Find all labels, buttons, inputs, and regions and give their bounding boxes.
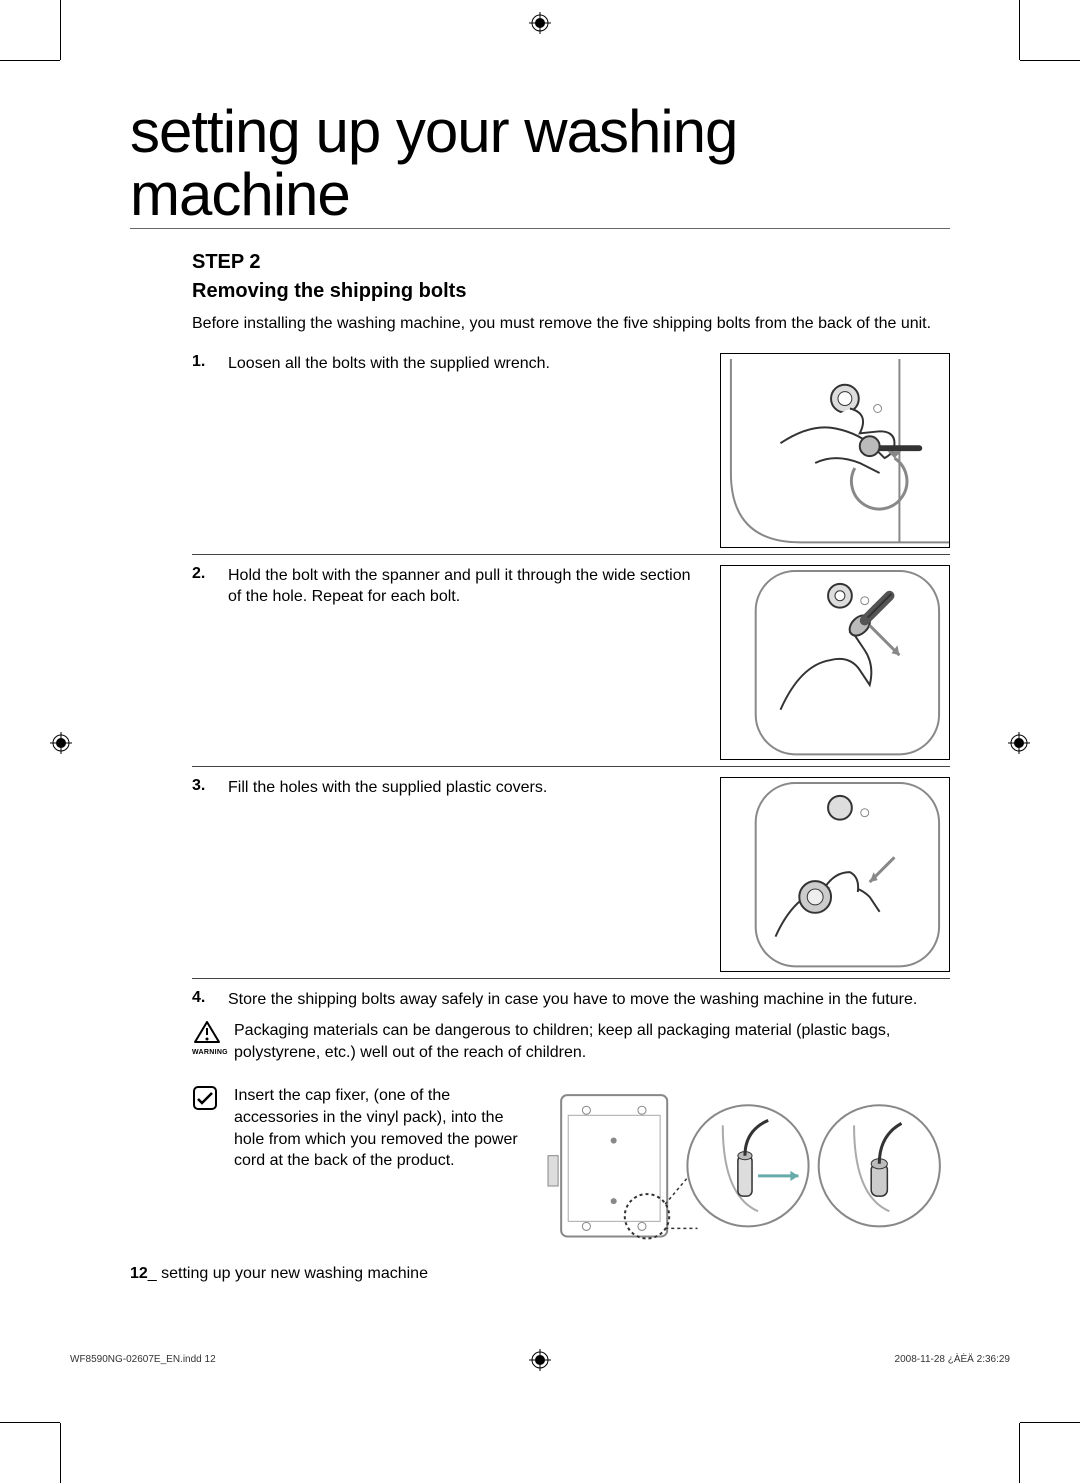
crop-mark — [1020, 1422, 1080, 1423]
crop-mark — [1020, 60, 1080, 61]
step-row: 1. Loosen all the bolts with the supplie… — [192, 353, 950, 548]
title-line: machine — [130, 161, 350, 228]
step-row: 4. Store the shipping bolts away safely … — [192, 978, 950, 1011]
step-number: 2. — [192, 565, 214, 583]
registration-mark-icon — [529, 12, 551, 34]
crop-mark — [60, 0, 61, 60]
crop-mark — [1019, 1423, 1020, 1483]
illustration-fill-covers — [720, 777, 950, 972]
tip-text: Insert the cap fixer, (one of the access… — [234, 1085, 534, 1171]
warning-row: WARNING Packaging materials can be dange… — [192, 1020, 950, 1063]
step-number: 3. — [192, 777, 214, 795]
imprint-date: 2008-11-28 ¿ÀÈÄ 2:36:29 — [895, 1354, 1010, 1365]
footer-text: _ setting up your new washing machine — [148, 1265, 428, 1282]
warning-label: WARNING — [192, 1049, 222, 1056]
crop-mark — [0, 1422, 60, 1423]
step-text: Fill the holes with the supplied plastic… — [228, 777, 706, 799]
registration-mark-icon — [50, 732, 72, 754]
page-footer: 12_ setting up your new washing machine — [130, 1265, 428, 1283]
imprint-file: WF8590NG-02607E_EN.indd 12 — [70, 1354, 216, 1365]
illustration-pull-bolt — [720, 565, 950, 760]
crop-mark — [1019, 0, 1020, 60]
step-number: 4. — [192, 989, 214, 1007]
note-icon — [192, 1085, 222, 1116]
crop-mark — [0, 60, 60, 61]
intro-text: Before installing the washing machine, y… — [192, 313, 950, 335]
step-number: 1. — [192, 353, 214, 371]
page-content: setting up your washing machine STEP 2 R… — [130, 100, 950, 1245]
warning-icon: WARNING — [192, 1020, 222, 1056]
step-text: Store the shipping bolts away safely in … — [228, 989, 950, 1011]
title-line: setting up your washing — [130, 98, 737, 165]
step-row: 2. Hold the bolt with the spanner and pu… — [192, 554, 950, 760]
tip-row: Insert the cap fixer, (one of the access… — [192, 1085, 950, 1245]
illustration-loosen-bolts — [720, 353, 950, 548]
content-block: STEP 2 Removing the shipping bolts Befor… — [192, 251, 950, 1245]
subtitle: Removing the shipping bolts — [192, 280, 950, 303]
step-label: STEP 2 — [192, 251, 950, 274]
illustration-cap-fixer — [546, 1085, 950, 1245]
registration-mark-icon — [1008, 732, 1030, 754]
step-row: 3. Fill the holes with the supplied plas… — [192, 766, 950, 972]
step-text: Loosen all the bolts with the supplied w… — [228, 353, 706, 375]
step-text: Hold the bolt with the spanner and pull … — [228, 565, 706, 608]
warning-text: Packaging materials can be dangerous to … — [234, 1020, 950, 1063]
imprint: WF8590NG-02607E_EN.indd 12 2008-11-28 ¿À… — [70, 1354, 1010, 1365]
page-number: 12 — [130, 1265, 148, 1282]
crop-mark — [60, 1423, 61, 1483]
page-title: setting up your washing machine — [130, 100, 950, 229]
